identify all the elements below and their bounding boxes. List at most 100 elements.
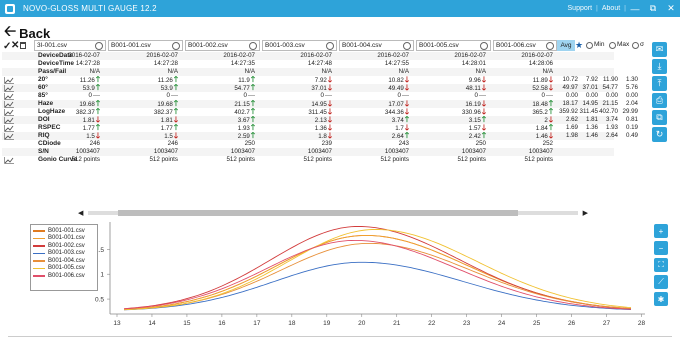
- row-chart-icon[interactable]: [4, 117, 14, 124]
- download-icon[interactable]: ⤓: [652, 59, 667, 74]
- file-select-radio[interactable]: [326, 42, 334, 50]
- upload-icon[interactable]: ⤒: [652, 76, 667, 91]
- legend-item[interactable]: B001-005.csv: [33, 265, 95, 273]
- arrow-up-icon: 🡑: [173, 75, 178, 84]
- fit-icon[interactable]: ⛶: [654, 258, 668, 272]
- row-chart-icon[interactable]: [4, 77, 14, 84]
- value-cell: 2🡓: [544, 115, 553, 125]
- file-column-header[interactable]: B001-001.csv: [108, 40, 183, 51]
- value-cell: N/A: [321, 68, 332, 75]
- stat-max-radio[interactable]: [609, 42, 616, 49]
- row-chart-icon[interactable]: [4, 109, 14, 116]
- trash-icon[interactable]: [20, 42, 26, 49]
- value-cell: 0—: [541, 92, 553, 99]
- stat-cell: 0.19: [625, 124, 638, 131]
- value-cell: 37.01🡓: [311, 83, 332, 93]
- row-chart-icon[interactable]: [4, 125, 14, 132]
- arrow-down-icon: 🡓: [404, 75, 409, 84]
- stat-cell: 1.81: [585, 116, 598, 123]
- row-label: DOI: [38, 116, 50, 123]
- file-select-radio[interactable]: [95, 42, 103, 50]
- zoom-in-icon[interactable]: +: [654, 224, 668, 238]
- x-tick-label: 18: [288, 320, 296, 327]
- file-column-header[interactable]: B001-002.csv: [185, 40, 260, 51]
- scroll-thumb[interactable]: [118, 210, 518, 216]
- value-cell: 10.82🡓: [388, 75, 409, 85]
- file-select-radio[interactable]: [546, 42, 554, 50]
- dash-icon: —: [248, 92, 255, 99]
- email-icon[interactable]: ✉: [652, 42, 667, 57]
- value-cell: 1003407: [384, 148, 409, 155]
- restore-icon[interactable]: ⧉: [649, 3, 657, 13]
- row-chart-icon[interactable]: [4, 101, 14, 108]
- dash-icon: —: [93, 92, 100, 99]
- file-select-radio[interactable]: [249, 42, 257, 50]
- about-link[interactable]: About: [601, 5, 621, 12]
- value-cell: 3.74🡑: [391, 115, 409, 125]
- arrow-up-icon: 🡑: [173, 83, 178, 92]
- file-column-header[interactable]: B001-005.csv: [416, 40, 491, 51]
- x-tick-label: 26: [568, 320, 576, 327]
- check-all-icon[interactable]: ✓: [3, 41, 12, 52]
- value-cell: 2016-02-07: [521, 52, 553, 59]
- stat-avg-toggle[interactable]: Avg: [557, 40, 575, 51]
- stat-min-radio[interactable]: [586, 42, 593, 49]
- value-cell: 1003407: [461, 148, 486, 155]
- stat-sigma-radio[interactable]: [632, 42, 639, 49]
- arrow-down-icon: 🡓: [173, 115, 178, 124]
- scroll-right-icon[interactable]: ▶: [582, 210, 588, 217]
- refresh-icon[interactable]: ↻: [652, 127, 667, 142]
- legend-item[interactable]: B001-002.csv: [33, 242, 95, 250]
- value-cell: 2.13🡓: [314, 115, 332, 125]
- star-icon[interactable]: ★: [575, 40, 584, 50]
- zoom-out-icon[interactable]: −: [654, 241, 668, 255]
- row-chart-icon[interactable]: [4, 85, 14, 92]
- file-select-radio[interactable]: [172, 42, 180, 50]
- legend-label: B001-002.csv: [48, 242, 85, 249]
- legend-item[interactable]: B001-003.csv: [33, 250, 95, 258]
- row-chart-icon[interactable]: [4, 93, 14, 100]
- back-button[interactable]: 🡠 Back: [4, 21, 50, 46]
- row-label: 20°: [38, 76, 48, 83]
- minimize-icon[interactable]: —: [630, 3, 640, 14]
- row-chart-icon[interactable]: [4, 157, 14, 164]
- value-cell: 250: [244, 140, 255, 147]
- value-cell: 1003407: [307, 148, 332, 155]
- legend-item[interactable]: B001-001.csv: [33, 235, 95, 243]
- file-name: B001-004.csv: [342, 42, 382, 49]
- value-cell: 14:27:48: [307, 60, 332, 67]
- legend-item[interactable]: B001-001.csv: [33, 227, 95, 235]
- copy-icon[interactable]: ⧉: [652, 110, 667, 125]
- clear-icon[interactable]: ✕: [11, 40, 20, 51]
- x-tick-label: 22: [428, 320, 436, 327]
- scroll-left-icon[interactable]: ◀: [78, 210, 84, 217]
- close-icon[interactable]: ✕: [667, 3, 675, 13]
- stat-cell: 49.97: [562, 84, 578, 91]
- stat-cell: 1.93: [605, 124, 618, 131]
- print-icon[interactable]: ⎙: [652, 93, 667, 108]
- file-select-radio[interactable]: [403, 42, 411, 50]
- value-cell: 0—: [397, 92, 409, 99]
- arrow-down-icon: 🡓: [327, 115, 332, 124]
- arrow-up-icon: 🡑: [250, 99, 255, 108]
- settings-icon[interactable]: ✱: [654, 292, 668, 306]
- horizontal-scrollbar[interactable]: ◀ ▶: [78, 209, 588, 217]
- line-chart-icon[interactable]: ⟋: [654, 275, 668, 289]
- row-chart-icon[interactable]: [4, 133, 14, 140]
- file-select-radio[interactable]: [480, 42, 488, 50]
- file-column-header[interactable]: B001-006.csv: [493, 40, 557, 51]
- file-column-header[interactable]: B001-003.csv: [262, 40, 337, 51]
- stat-cell: 10.72: [562, 76, 578, 83]
- legend-item[interactable]: B001-004.csv: [33, 257, 95, 265]
- arrow-down-icon: 🡓: [327, 75, 332, 84]
- value-cell: 3.67🡑: [237, 115, 255, 125]
- support-link[interactable]: Support: [567, 5, 593, 12]
- file-column-header[interactable]: B001-004.csv: [339, 40, 414, 51]
- value-cell: N/A: [475, 68, 486, 75]
- arrow-down-icon: 🡓: [173, 131, 178, 140]
- file-column-header[interactable]: 3I-001.csv: [34, 40, 106, 51]
- arrow-up-icon: 🡑: [481, 115, 486, 124]
- value-cell: 512 points: [457, 156, 486, 163]
- arrow-down-icon: 🡓: [481, 83, 486, 92]
- legend-item[interactable]: B001-006.csv: [33, 272, 95, 280]
